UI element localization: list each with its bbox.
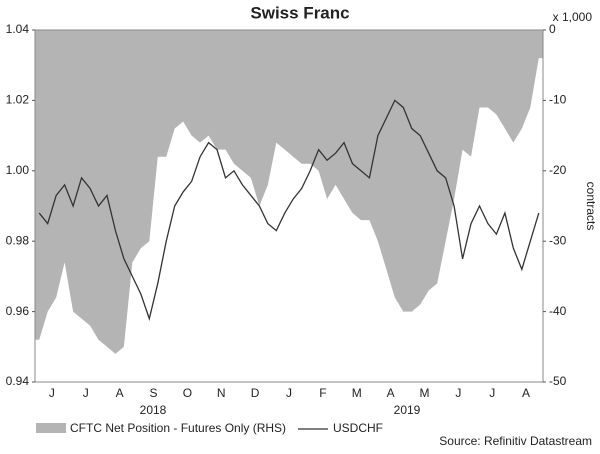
x-tick-label: A bbox=[116, 386, 124, 400]
legend-swatch bbox=[36, 423, 66, 433]
y-tick-label: 1.02 bbox=[6, 93, 30, 107]
x-tick-label: N bbox=[217, 386, 226, 400]
y2-unit: x 1,000 bbox=[553, 10, 593, 24]
source: Source: Refinitiv Datastream bbox=[439, 434, 592, 448]
x-tick-label: J bbox=[489, 386, 495, 400]
x-tick-label: J bbox=[49, 386, 55, 400]
y2-tick-label: -10 bbox=[549, 93, 567, 107]
x-tick-label: M bbox=[352, 386, 362, 400]
x-tick-label: S bbox=[150, 386, 158, 400]
x-tick-label: J bbox=[455, 386, 461, 400]
legend-label: CFTC Net Position - Futures Only (RHS) bbox=[70, 421, 286, 435]
year-label: 2019 bbox=[394, 403, 421, 417]
plot-frame bbox=[34, 29, 544, 383]
y-tick-label: 0.94 bbox=[6, 374, 30, 388]
area bbox=[35, 30, 543, 354]
chart-title: Swiss Franc bbox=[250, 3, 349, 22]
line bbox=[38, 99, 540, 321]
y-tick-label: 1.00 bbox=[6, 163, 30, 177]
y2-tick-label: -30 bbox=[549, 233, 567, 247]
x-tick-label: J bbox=[286, 386, 292, 400]
legend-label: USDCHF bbox=[333, 421, 383, 435]
x-tick-label: A bbox=[522, 386, 530, 400]
y2-tick-label: -40 bbox=[549, 304, 567, 318]
y2-tick-label: 0 bbox=[549, 22, 556, 36]
y-tick-label: 0.96 bbox=[6, 304, 30, 318]
y2-tick-label: -20 bbox=[549, 163, 567, 177]
y-tick-label: 0.98 bbox=[6, 233, 30, 247]
year-label: 2018 bbox=[140, 403, 167, 417]
y2-tick-label: -50 bbox=[549, 374, 567, 388]
x-tick-label: M bbox=[419, 386, 429, 400]
x-tick-label: A bbox=[387, 386, 395, 400]
x-tick-label: F bbox=[319, 386, 326, 400]
y2-axis-label: contracts bbox=[584, 182, 598, 231]
x-tick-label: O bbox=[183, 386, 192, 400]
x-tick-label: J bbox=[83, 386, 89, 400]
y-tick-label: 1.04 bbox=[6, 22, 30, 36]
x-tick-label: D bbox=[251, 386, 260, 400]
